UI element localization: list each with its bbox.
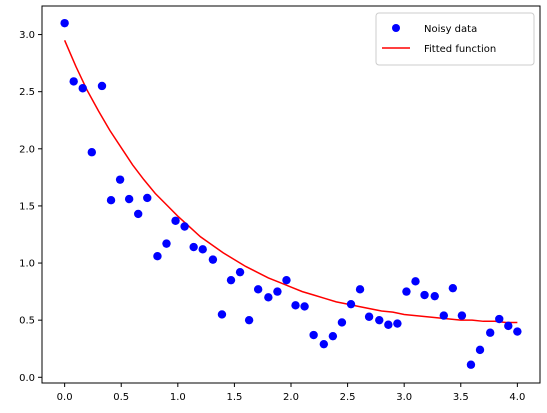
data-point xyxy=(319,339,329,349)
data-point xyxy=(346,299,356,309)
x-tick-label: 3.0 xyxy=(396,392,412,403)
data-point xyxy=(171,216,180,225)
data-point xyxy=(124,194,134,204)
data-point xyxy=(60,18,69,28)
axes-frame xyxy=(41,5,541,384)
x-tick-label: 3.5 xyxy=(453,392,469,403)
y-tick-label: 1.5 xyxy=(19,201,35,212)
data-point xyxy=(430,291,439,301)
x-tick-label: 1.0 xyxy=(170,392,186,403)
data-point xyxy=(87,148,97,157)
data-point xyxy=(198,245,207,254)
data-point xyxy=(457,311,467,320)
y-tick-label: 2.0 xyxy=(19,144,35,155)
data-point xyxy=(208,255,218,264)
data-point xyxy=(495,314,504,324)
data-point xyxy=(189,242,198,252)
data-point xyxy=(513,327,522,336)
x-tick-label: 2.5 xyxy=(340,392,356,403)
data-point xyxy=(115,175,125,184)
data-point xyxy=(355,285,365,294)
data-point xyxy=(217,310,227,319)
y-tick-label: 3.0 xyxy=(19,30,35,41)
data-point xyxy=(134,209,143,219)
x-tick-label: 0.5 xyxy=(113,392,129,403)
x-tick-label: 4.0 xyxy=(509,392,525,403)
data-point xyxy=(448,283,458,293)
y-tick-label: 2.5 xyxy=(19,87,35,98)
legend-label-noisy-data: Noisy data xyxy=(424,24,477,35)
data-point xyxy=(393,319,402,328)
legend-box xyxy=(375,12,535,66)
legend-marker-noisy-data xyxy=(392,24,400,32)
data-point xyxy=(244,315,254,325)
data-point xyxy=(402,287,411,296)
data-point xyxy=(162,239,171,248)
data-point xyxy=(420,290,429,300)
data-point xyxy=(411,277,420,286)
data-point xyxy=(486,328,495,337)
y-tick-label: 0.5 xyxy=(19,316,35,327)
data-point xyxy=(78,84,87,93)
data-point xyxy=(180,222,189,231)
legend: Noisy data Fitted function xyxy=(375,12,535,66)
data-point xyxy=(253,285,263,294)
x-axis: 0.0 0.5 1.0 1.5 2.0 2.5 3.0 3.5 4.0 xyxy=(57,383,525,403)
legend-label-fitted-function: Fitted function xyxy=(424,44,496,55)
x-tick-label: 0.0 xyxy=(57,392,73,403)
data-point xyxy=(153,251,162,261)
noisy-data-series xyxy=(60,18,522,369)
data-point xyxy=(143,193,152,203)
data-point xyxy=(375,315,384,325)
data-point xyxy=(106,196,116,205)
data-point xyxy=(69,77,78,86)
data-point xyxy=(337,318,347,327)
data-point xyxy=(504,321,513,331)
data-point xyxy=(475,345,485,355)
data-point xyxy=(97,81,107,91)
data-point xyxy=(309,330,318,340)
y-axis: 0.0 0.5 1.0 1.5 2.0 2.5 3.0 xyxy=(19,30,42,384)
data-point xyxy=(466,360,476,369)
x-tick-label: 2.0 xyxy=(283,392,299,403)
data-point xyxy=(282,275,291,285)
data-point xyxy=(300,302,309,311)
data-point xyxy=(226,275,236,285)
data-point xyxy=(439,311,448,320)
y-tick-label: 1.0 xyxy=(19,259,35,270)
data-point xyxy=(364,312,374,321)
data-point xyxy=(273,287,282,296)
data-point xyxy=(264,293,273,302)
y-tick-label: 0.0 xyxy=(19,373,35,384)
data-point xyxy=(235,267,245,277)
data-point xyxy=(291,301,300,310)
data-point xyxy=(384,320,393,329)
x-tick-label: 1.5 xyxy=(226,392,242,403)
data-point xyxy=(328,331,338,341)
